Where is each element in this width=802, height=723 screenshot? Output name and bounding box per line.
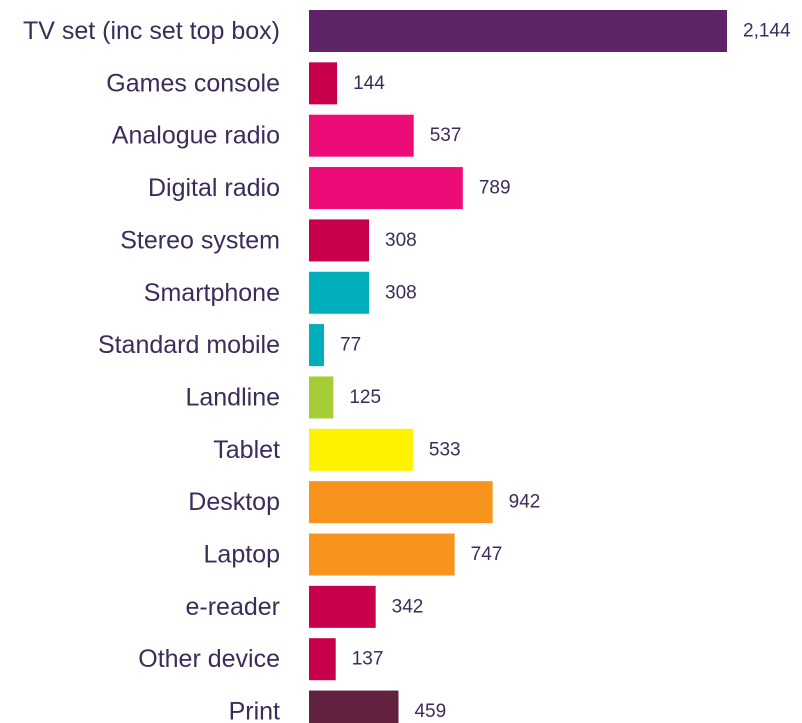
category-label: Digital radio <box>148 174 280 202</box>
value-label: 537 <box>430 125 462 146</box>
bar <box>309 271 370 314</box>
value-label: 2,144 <box>743 21 791 42</box>
value-label: 125 <box>349 387 381 408</box>
category-label: Other device <box>138 645 280 673</box>
category-label: Games console <box>106 69 280 97</box>
value-label: 144 <box>353 73 385 94</box>
bar <box>309 481 493 524</box>
category-label: e-reader <box>186 593 281 621</box>
category-label: Smartphone <box>144 279 280 307</box>
bar <box>309 690 399 723</box>
category-label: Tablet <box>213 436 280 464</box>
value-label: 789 <box>479 178 511 199</box>
value-label: 942 <box>509 492 541 513</box>
category-label: Landline <box>185 383 280 411</box>
bar <box>309 114 414 157</box>
bar <box>309 167 463 210</box>
bar <box>309 585 376 628</box>
bar <box>309 324 325 367</box>
bar <box>309 219 370 262</box>
category-label: TV set (inc set top box) <box>23 17 280 45</box>
bar <box>309 10 727 52</box>
category-label: Desktop <box>188 488 280 516</box>
category-label: Print <box>229 698 280 723</box>
bar <box>309 533 455 576</box>
category-label: Standard mobile <box>98 331 280 359</box>
value-label: 308 <box>385 282 417 303</box>
bar <box>309 428 413 471</box>
value-label: 77 <box>340 335 361 356</box>
category-label: Laptop <box>204 541 280 569</box>
bar <box>309 376 334 419</box>
value-label: 342 <box>392 596 424 617</box>
bar <box>309 62 338 105</box>
value-label: 459 <box>414 701 446 722</box>
bar <box>309 638 336 681</box>
value-label: 747 <box>471 544 503 565</box>
value-label: 533 <box>429 439 461 460</box>
value-label: 308 <box>385 230 417 251</box>
category-label: Analogue radio <box>112 122 280 150</box>
category-label: Stereo system <box>120 226 280 254</box>
value-label: 137 <box>352 649 384 670</box>
